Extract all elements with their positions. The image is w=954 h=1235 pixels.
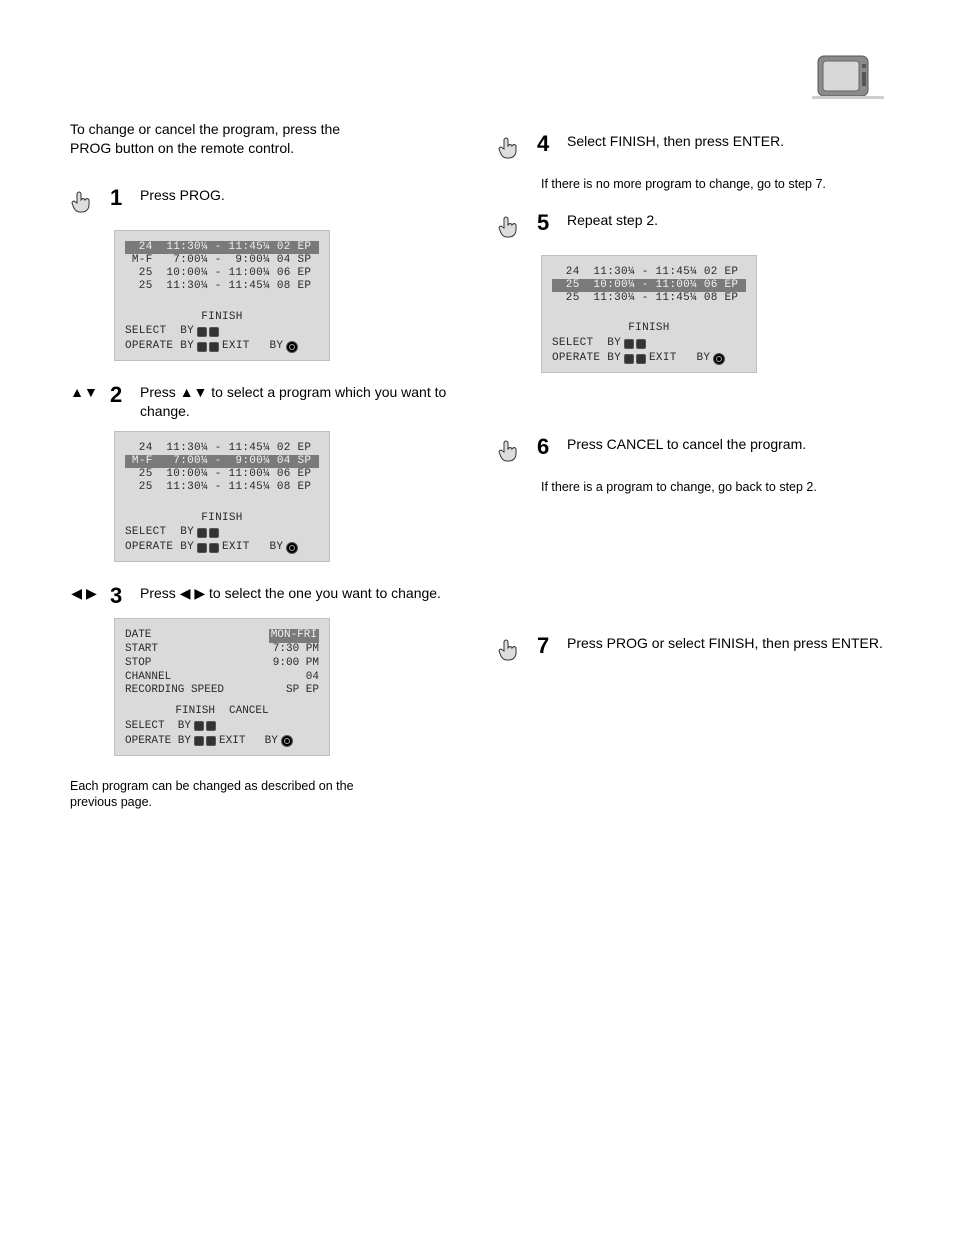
lcd4-select-line: SELECT BY (552, 336, 746, 351)
step-1-number: 1 (110, 186, 128, 210)
updown-arrows-icon: ▲▼ (70, 383, 98, 402)
lcd-screen-2: 24 11:30¼ - 11:45¼ 02 EP M-F 7:00¼ - 9:0… (114, 431, 330, 562)
lcd4-finish: FINISH (552, 321, 746, 336)
lcd2-operate-line: OPERATE BY EXIT BY (125, 540, 319, 555)
lcd3-finish: FINISH (175, 704, 215, 719)
note-after-step-6: If there is a program to change, go back… (541, 479, 851, 496)
press-icon (497, 134, 525, 162)
step-7: 7 Press PROG or select FINISH, then pres… (497, 634, 884, 664)
lcd2-row-2: 25 10:00¼ - 11:00¼ 06 EP (125, 468, 319, 481)
step-6-number: 6 (537, 435, 555, 459)
step-5-text: Repeat step 2. (567, 211, 884, 230)
lcd1-select-line: SELECT BY (125, 324, 319, 339)
lcd3-val-date: MON-FRI (269, 629, 319, 643)
press-icon (497, 636, 525, 664)
lcd3-val-channel: 04 (306, 671, 319, 685)
lcd3-val-start: 7:30 PM (273, 643, 319, 657)
lcd3-label-stop: STOP (125, 657, 151, 671)
lcd4-row-1: 25 10:00¼ - 11:00¼ 06 EP (552, 279, 746, 292)
intro-text: To change or cancel the program, press t… (70, 120, 370, 158)
lcd1-row-0: 24 11:30¼ - 11:45¼ 02 EP (125, 241, 319, 254)
step-3: ◀ ▶ 3 Press ◀ ▶ to select the one you wa… (70, 584, 457, 608)
lcd3-cancel: CANCEL (229, 704, 269, 719)
tv-device-icon (812, 50, 884, 119)
lcd3-label-date: DATE (125, 629, 151, 643)
press-icon (497, 437, 525, 465)
step-5: 5 Repeat step 2. (497, 211, 884, 241)
lcd2-row-3: 25 11:30¼ - 11:45¼ 08 EP (125, 481, 319, 494)
lcd2-row-0: 24 11:30¼ - 11:45¼ 02 EP (125, 442, 319, 455)
lcd3-val-stop: 9:00 PM (273, 657, 319, 671)
lcd1-finish: FINISH (125, 310, 319, 325)
step-7-number: 7 (537, 634, 555, 658)
step-2-number: 2 (110, 383, 128, 407)
lcd3-label-speed: RECORDING SPEED (125, 684, 224, 698)
press-icon (70, 188, 98, 216)
lcd3-select-line: SELECT BY (125, 719, 319, 734)
step-3-number: 3 (110, 584, 128, 608)
lcd3-operate-line: OPERATE BY EXIT BY (125, 734, 319, 749)
note-top-right: If there is no more program to change, g… (541, 176, 851, 193)
lcd-screen-1: 24 11:30¼ - 11:45¼ 02 EP M-F 7:00¼ - 9:0… (114, 230, 330, 361)
lcd2-select-line: SELECT BY (125, 525, 319, 540)
lcd1-row-2: 25 10:00¼ - 11:00¼ 06 EP (125, 267, 319, 280)
step-4-number: 4 (537, 132, 555, 156)
step-6: 6 Press CANCEL to cancel the program. (497, 435, 884, 465)
lcd3-val-speed: SP EP (286, 684, 319, 698)
lcd1-operate-line: OPERATE BY EXIT BY (125, 339, 319, 354)
step-1-text: Press PROG. (140, 186, 457, 205)
lcd4-operate-line: OPERATE BY EXIT BY (552, 351, 746, 366)
lcd1-row-3: 25 11:30¼ - 11:45¼ 08 EP (125, 280, 319, 293)
step-3-text: Press ◀ ▶ to select the one you want to … (140, 584, 457, 603)
lcd3-label-channel: CHANNEL (125, 671, 171, 685)
lcd4-row-0: 24 11:30¼ - 11:45¼ 02 EP (552, 266, 746, 279)
step-7-text: Press PROG or select FINISH, then press … (567, 634, 884, 653)
step-2: ▲▼ 2 Press ▲▼ to select a program which … (70, 383, 457, 421)
lcd1-row-1: M-F 7:00¼ - 9:00¼ 04 SP (125, 254, 319, 267)
step-4-text: Select FINISH, then press ENTER. (567, 132, 884, 151)
step-2-text: Press ▲▼ to select a program which you w… (140, 383, 457, 421)
step-4: 4 Select FINISH, then press ENTER. (497, 132, 884, 162)
leftright-arrows-icon: ◀ ▶ (70, 584, 98, 603)
lcd3-label-start: START (125, 643, 158, 657)
lcd2-finish: FINISH (125, 511, 319, 526)
note-after-step-3: Each program can be changed as described… (70, 778, 380, 812)
step-6-text: Press CANCEL to cancel the program. (567, 435, 884, 454)
press-icon (497, 213, 525, 241)
lcd-screen-4: 24 11:30¼ - 11:45¼ 02 EP 25 10:00¼ - 11:… (541, 255, 757, 373)
lcd4-row-2: 25 11:30¼ - 11:45¼ 08 EP (552, 292, 746, 305)
lcd-screen-3: DATE MON-FRI START 7:30 PM STOP 9:00 PM CHA… (114, 618, 330, 755)
lcd2-row-1: M-F 7:00¼ - 9:00¼ 04 SP (125, 455, 319, 468)
step-5-number: 5 (537, 211, 555, 235)
step-1: 1 Press PROG. (70, 186, 457, 216)
